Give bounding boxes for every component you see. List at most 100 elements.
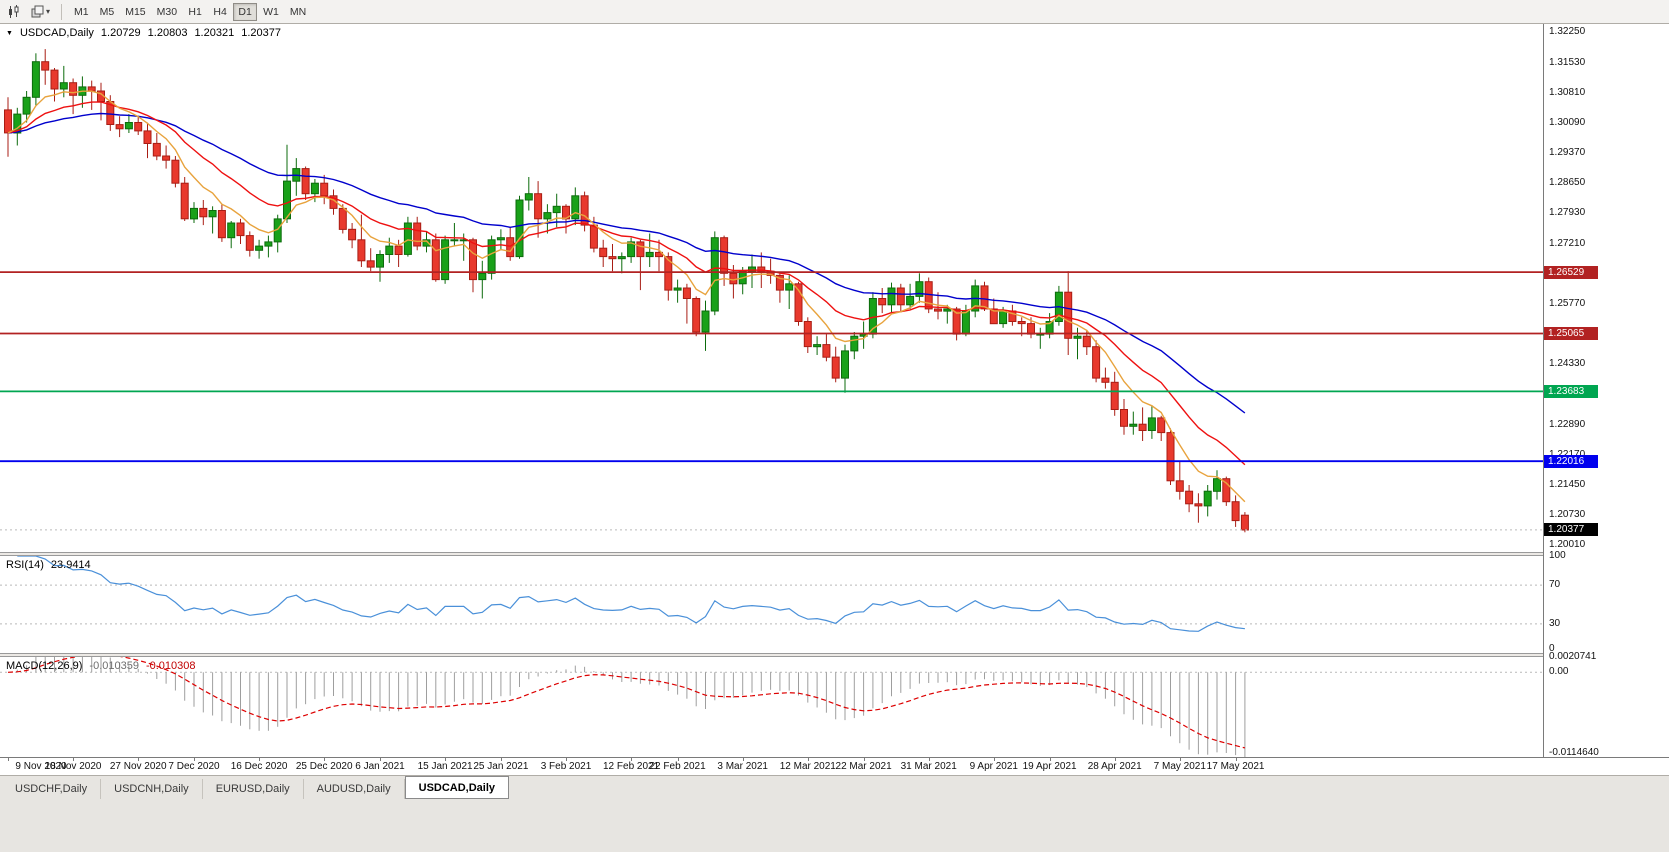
- date-label: 16 Dec 2020: [230, 761, 288, 772]
- hline-price-label: 1.22016: [1544, 454, 1598, 468]
- panel-splitter[interactable]: [0, 653, 1543, 657]
- date-tick-mark: [1049, 758, 1051, 761]
- date-label: 9 Nov 2020: [15, 761, 67, 772]
- price-tick-label: 1.30810: [1549, 86, 1586, 98]
- date-label: 3 Mar 2021: [717, 761, 768, 772]
- date-tick-mark: [73, 758, 75, 761]
- chart-close-value: 1.20377: [241, 27, 281, 39]
- price-tick-label: 1.30090: [1549, 116, 1586, 128]
- dropdown-caret-icon: ▾: [46, 7, 51, 16]
- date-tick-mark: [566, 758, 567, 761]
- date-tick-mark: [1114, 758, 1116, 761]
- date-label: 27 Nov 2020: [109, 761, 167, 772]
- price-tick-label: 1.25770: [1549, 297, 1586, 309]
- date-label: 7 May 2021: [1153, 761, 1206, 772]
- macd-scale-label: -0.0114640: [1549, 747, 1599, 758]
- chart-tab-eurusd-daily[interactable]: EURUSD,Daily: [203, 779, 304, 799]
- price-tick-label: 1.21450: [1549, 479, 1586, 490]
- macd-label: MACD(12,26,9): [6, 660, 83, 672]
- price-chart-canvas[interactable]: [0, 24, 1543, 552]
- chart-style-dropdown-icon: [31, 5, 44, 17]
- macd-scale-label: 0.0020741: [1549, 651, 1597, 662]
- macd-signal-value: -0.010308: [145, 660, 196, 672]
- rsi-scale-label: 0: [1549, 643, 1555, 654]
- date-tick-mark: [928, 758, 930, 761]
- price-tick-label: 1.22170: [1549, 449, 1585, 461]
- hline-price-label: 1.26529: [1544, 265, 1598, 279]
- chart-tab-usdcad-daily[interactable]: USDCAD,Daily: [404, 776, 510, 799]
- candlestick-chart-icon: [9, 4, 19, 18]
- date-label: 12 Mar 2021: [779, 761, 836, 772]
- price-tick-label: 1.24330: [1549, 358, 1586, 370]
- hline-price-label: 1.23683: [1544, 384, 1598, 398]
- price-tick-label: 1.31530: [1549, 56, 1586, 68]
- chart-tab-audusd-daily[interactable]: AUDUSD,Daily: [304, 779, 405, 799]
- date-label: 22 Feb 2021: [649, 761, 706, 772]
- macd-panel: MACD(12,26,9) -0.010359 -0.010308: [0, 657, 1543, 757]
- date-label: 25 Dec 2020: [295, 761, 353, 772]
- rsi-label: RSI(14): [6, 559, 44, 571]
- timeframe-button-mn[interactable]: MN: [285, 3, 311, 21]
- price-tick-label: 1.20010: [1549, 539, 1586, 551]
- chart-tab-usdcnh-daily[interactable]: USDCNH,Daily: [101, 779, 203, 799]
- timeframe-button-d1[interactable]: D1: [233, 2, 258, 21]
- date-tick-mark: [138, 758, 140, 761]
- date-tick-mark: [807, 758, 809, 761]
- date-tick-mark: [500, 758, 502, 761]
- date-tick-mark: [863, 758, 865, 761]
- date-label: 12 Feb 2021: [603, 761, 660, 772]
- rsi-scale-label: 70: [1549, 579, 1561, 591]
- macd-canvas[interactable]: [0, 657, 1543, 757]
- date-label: 6 Jan 2021: [355, 761, 405, 772]
- macd-main-value: -0.010359: [89, 660, 139, 672]
- timeframe-button-h1[interactable]: H1: [183, 3, 207, 21]
- chart-symbol-label: USDCAD,Daily: [19, 27, 94, 39]
- timeframe-button-m30[interactable]: M30: [152, 3, 182, 21]
- toolbar: ▾ M1 M5 M15 M30 H1 H4 D1 W1 MN: [0, 0, 1669, 24]
- rsi-header: RSI(14) 23.9414: [6, 559, 91, 571]
- date-tick-mark: [631, 758, 633, 761]
- timeframe-button-h4[interactable]: H4: [208, 3, 232, 21]
- rsi-canvas[interactable]: [0, 556, 1543, 653]
- price-axis[interactable]: 1.32250 1.31530 1.30810 1.30090 1.29370 1.286…: [1543, 24, 1669, 758]
- bid-price-label: 1.20377: [1544, 523, 1598, 537]
- chart-plots: ▼ USDCAD,Daily 1.20729 1.20803 1.20321 1…: [0, 24, 1543, 757]
- date-label: 31 Mar 2021: [900, 761, 957, 772]
- chart-tabs: USDCHF,Daily USDCNH,Daily EURUSD,Daily AUDU…: [0, 776, 1669, 799]
- date-tick-mark: [259, 758, 261, 761]
- timeframe-button-m15[interactable]: M15: [120, 3, 150, 21]
- chart-low-value: 1.20321: [194, 27, 235, 39]
- price-tick-label: 1.28650: [1549, 177, 1586, 189]
- date-label: 25 Jan 2021: [473, 761, 529, 772]
- date-tick-mark: [8, 758, 9, 761]
- timeframe-button-m1[interactable]: M1: [69, 3, 94, 21]
- date-tick-mark: [194, 758, 195, 761]
- panel-splitter[interactable]: [0, 552, 1543, 556]
- chart-tab-usdchf-daily[interactable]: USDCHF,Daily: [2, 779, 102, 799]
- chart-style-dropdown-button[interactable]: ▾: [27, 2, 54, 22]
- date-label: 22 Mar 2021: [835, 761, 892, 772]
- date-tick-mark: [742, 758, 744, 761]
- timeframe-button-m5[interactable]: M5: [95, 3, 120, 21]
- price-tick-label: 1.32250: [1549, 26, 1586, 38]
- date-tick-mark: [677, 758, 679, 761]
- hline-price-label: 1.25065: [1544, 327, 1598, 340]
- rsi-scale-label: 30: [1549, 617, 1561, 629]
- price-tick-label: 1.27210: [1549, 237, 1586, 249]
- chart-window: ▼ USDCAD,Daily 1.20729 1.20803 1.20321 1…: [0, 24, 1669, 775]
- date-label: 7 Dec 2020: [168, 761, 220, 772]
- rsi-scale-label: 100: [1549, 550, 1566, 561]
- date-tick-mark: [380, 758, 381, 761]
- date-label: 15 Jan 2021: [417, 761, 473, 772]
- price-tick-label: 1.20730: [1549, 509, 1586, 521]
- macd-header: MACD(12,26,9) -0.010359 -0.010308: [6, 660, 196, 672]
- date-tick-mark: [1235, 758, 1237, 761]
- charts-toolbar-button[interactable]: [3, 2, 25, 22]
- date-label: 3 Feb 2021: [540, 761, 592, 772]
- date-label: 18 Nov 2020: [44, 761, 102, 772]
- chart-high-value: 1.20803: [147, 27, 188, 39]
- date-axis[interactable]: 9 Nov 2020 18 Nov 2020 27 Nov 2020 7 Dec 20…: [0, 757, 1669, 775]
- date-tick-mark: [324, 758, 326, 761]
- date-label: 9 Apr 2021: [969, 761, 1018, 772]
- timeframe-button-w1[interactable]: W1: [258, 3, 284, 21]
